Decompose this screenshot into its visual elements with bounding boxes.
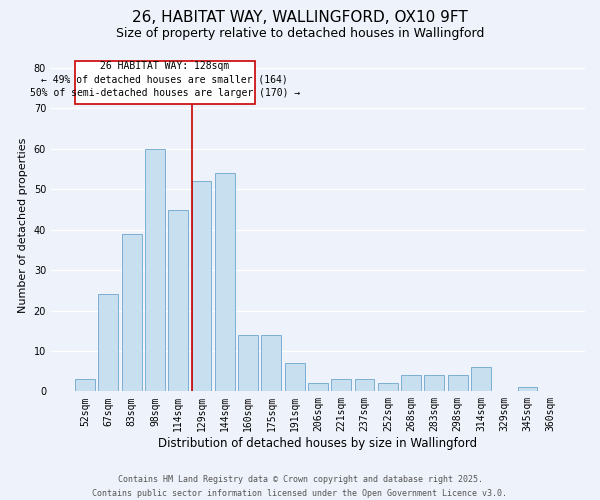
Bar (448, 375, 467, 392)
Text: 26, HABITAT WAY, WALLINGFORD, OX10 9FT: 26, HABITAT WAY, WALLINGFORD, OX10 9FT (132, 10, 468, 25)
Bar (401, 375, 421, 392)
Bar (331, 379, 351, 392)
Text: 50% of semi-detached houses are larger (170) →: 50% of semi-detached houses are larger (… (30, 88, 300, 98)
Bar (145, 149, 165, 392)
Bar (355, 379, 374, 392)
Bar (191, 181, 211, 392)
Bar (308, 384, 328, 392)
Bar (215, 173, 235, 392)
Bar (75, 379, 95, 392)
Bar (424, 375, 444, 392)
Bar (238, 335, 258, 392)
Bar (122, 234, 142, 392)
FancyBboxPatch shape (74, 61, 255, 104)
Text: ← 49% of detached houses are smaller (164): ← 49% of detached houses are smaller (16… (41, 74, 288, 85)
Bar (262, 335, 281, 392)
Bar (518, 388, 538, 392)
Bar (378, 384, 398, 392)
Bar (169, 210, 188, 392)
Text: Size of property relative to detached houses in Wallingford: Size of property relative to detached ho… (116, 28, 484, 40)
Bar (471, 367, 491, 392)
Bar (285, 363, 305, 392)
Bar (98, 294, 118, 392)
Y-axis label: Number of detached properties: Number of detached properties (18, 138, 28, 314)
Text: Contains HM Land Registry data © Crown copyright and database right 2025.
Contai: Contains HM Land Registry data © Crown c… (92, 476, 508, 498)
X-axis label: Distribution of detached houses by size in Wallingford: Distribution of detached houses by size … (158, 437, 478, 450)
Text: 26 HABITAT WAY: 128sqm: 26 HABITAT WAY: 128sqm (100, 61, 229, 71)
